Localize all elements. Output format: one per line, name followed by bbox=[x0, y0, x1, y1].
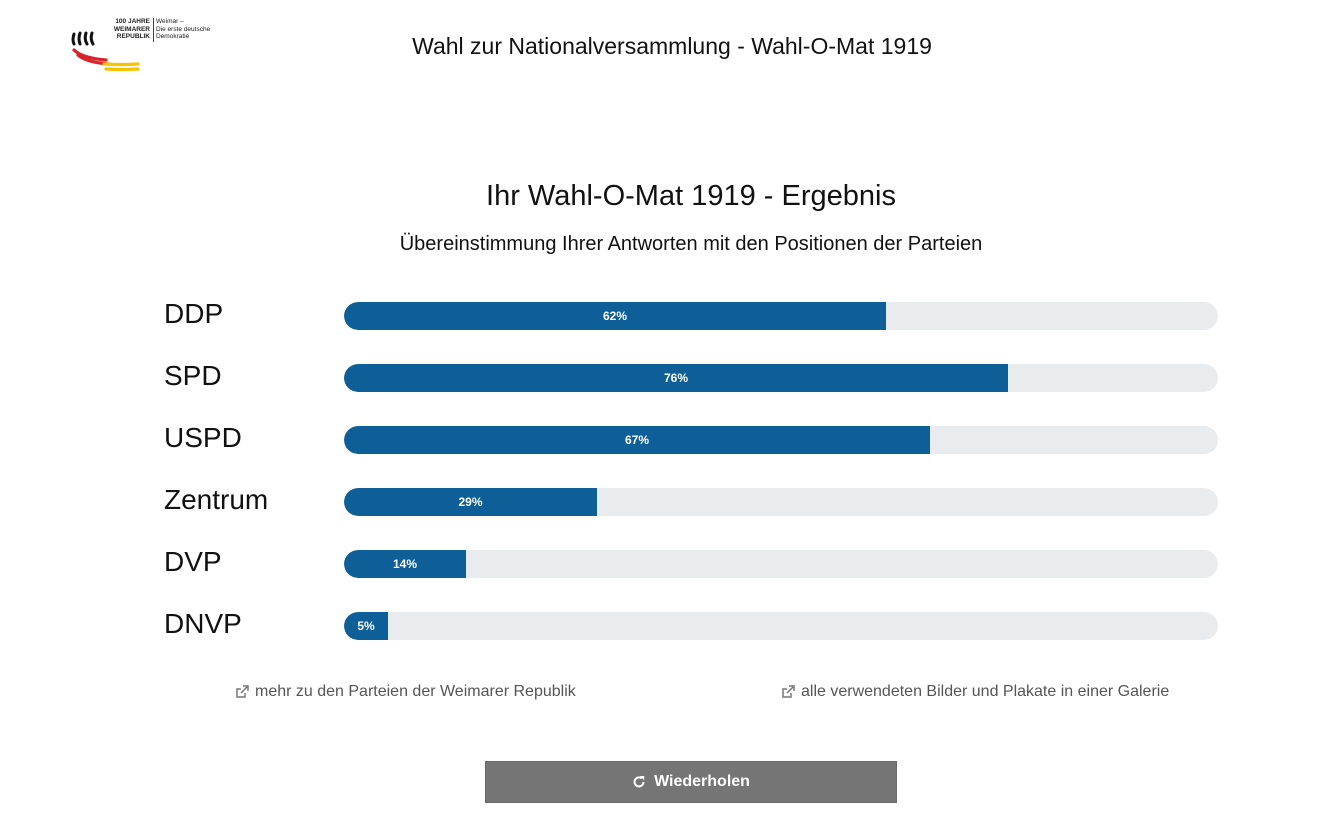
party-name: DNVP bbox=[164, 608, 242, 639]
party-name: USPD bbox=[164, 422, 242, 453]
parties-info-link-label: mehr zu den Parteien der Weimarer Republ… bbox=[255, 683, 576, 700]
logo-line-3: REPUBLIK bbox=[116, 33, 150, 40]
party-row: Zentrum 29% bbox=[0, 484, 1344, 516]
logo-line-1: 100 JAHRE bbox=[115, 18, 150, 25]
logo-line-2: WEIMARER bbox=[113, 25, 150, 33]
refresh-icon bbox=[633, 776, 645, 788]
party-row: DDP 62% bbox=[0, 298, 1344, 330]
result-subheading: Übereinstimmung Ihrer Antworten mit den … bbox=[399, 233, 983, 255]
match-progress-track: 67% bbox=[344, 426, 1218, 454]
match-progress-track: 76% bbox=[344, 364, 1218, 392]
party-row: USPD 67% bbox=[0, 422, 1344, 454]
repeat-button[interactable]: Wiederholen bbox=[485, 761, 897, 803]
logo[interactable]: 100 JAHRE WEIMARER REPUBLIK Weimar – Die… bbox=[68, 18, 218, 78]
gallery-link[interactable]: alle verwendeten Bilder und Plakate in e… bbox=[780, 683, 1169, 701]
party-name: SPD bbox=[164, 360, 222, 391]
logo-tag-3: Demokratie bbox=[156, 33, 190, 40]
logo-stripes-icon bbox=[71, 31, 140, 72]
match-progress-track: 29% bbox=[344, 488, 1218, 516]
party-name: DVP bbox=[164, 546, 222, 577]
logo-tagline: Weimar – Die erste deutsche Demokratie bbox=[156, 18, 226, 41]
party-name: DDP bbox=[164, 298, 224, 329]
match-progress-fill: 29% bbox=[344, 488, 597, 516]
party-name: Zentrum bbox=[164, 484, 269, 515]
repeat-button-label: Wiederholen bbox=[654, 773, 750, 790]
gallery-link-label: alle verwendeten Bilder und Plakate in e… bbox=[801, 683, 1170, 700]
party-row: DNVP 5% bbox=[0, 608, 1344, 640]
parties-info-link[interactable]: mehr zu den Parteien der Weimarer Republ… bbox=[234, 683, 576, 701]
match-progress-fill: 5% bbox=[344, 612, 388, 640]
match-progress-fill: 14% bbox=[344, 550, 466, 578]
logo-tag-1: Weimar – bbox=[156, 18, 184, 25]
external-link-icon bbox=[782, 685, 795, 698]
info-links: mehr zu den Parteien der Weimarer Republ… bbox=[0, 683, 1344, 705]
match-progress-fill: 62% bbox=[344, 302, 886, 330]
match-progress-track: 14% bbox=[344, 550, 1218, 578]
result-heading: Ihr Wahl-O-Mat 1919 - Ergebnis bbox=[486, 180, 896, 212]
match-progress-fill: 76% bbox=[344, 364, 1008, 392]
party-row: DVP 14% bbox=[0, 546, 1344, 578]
logo-wordmark: 100 JAHRE WEIMARER REPUBLIK bbox=[108, 18, 150, 41]
match-progress-track: 5% bbox=[344, 612, 1218, 640]
logo-tag-2: Die erste deutsche bbox=[156, 25, 211, 33]
logo-divider bbox=[153, 18, 154, 42]
match-progress-fill: 67% bbox=[344, 426, 930, 454]
app-title: Wahl zur Nationalversammlung - Wahl-O-Ma… bbox=[412, 33, 932, 59]
external-link-icon bbox=[236, 685, 249, 698]
party-row: SPD 76% bbox=[0, 360, 1344, 392]
match-progress-track: 62% bbox=[344, 302, 1218, 330]
